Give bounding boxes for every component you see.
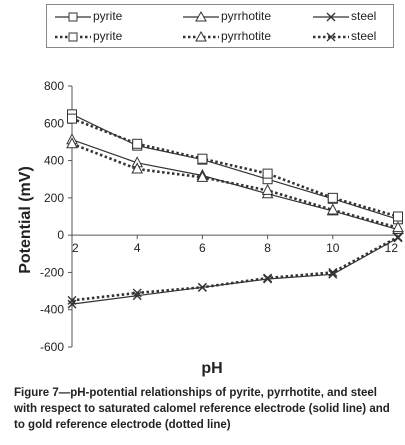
legend-label: pyrite	[93, 9, 123, 23]
legend: pyrite pyrrhotite steel pyrite pyrrhotit…	[46, 4, 394, 48]
data-point-steel-dotted	[197, 282, 207, 292]
data-point-steel-dotted	[263, 273, 273, 283]
x-tick-label: 12	[385, 241, 399, 255]
y-tick-label: 400	[44, 154, 64, 168]
series-line-pyrrhotite-solid	[71, 139, 399, 231]
data-point-pyrite-dotted	[132, 138, 143, 149]
legend-key-pyrrhotite-dotted	[183, 30, 219, 42]
data-point-pyrrhotite-dotted	[66, 137, 78, 149]
data-point-steel-dotted	[132, 288, 142, 298]
data-point-steel-dotted	[328, 267, 338, 277]
figure-caption: Figure 7—pH-potential relationships of p…	[14, 387, 390, 431]
series-line-pyrite-solid	[71, 113, 399, 220]
series-line-steel-dotted	[71, 235, 399, 302]
data-point-pyrite-dotted	[197, 153, 208, 164]
data-point-steel-solid	[67, 299, 77, 309]
data-point-pyrrhotite-dotted	[392, 221, 404, 233]
data-point-pyrite-dotted	[262, 168, 273, 179]
series-layer	[66, 109, 404, 309]
legend-label: pyrrhotite	[221, 29, 272, 43]
legend-key-steel-solid	[313, 12, 349, 22]
x-tick-label: 4	[134, 241, 141, 255]
x-tick-label: 8	[264, 241, 271, 255]
data-point-pyrrhotite-dotted	[196, 170, 209, 182]
data-point-steel-dotted	[393, 232, 403, 242]
data-point-pyrrhotite-dotted	[131, 162, 144, 174]
series-line-steel-solid	[71, 237, 399, 305]
data-point-pyrrhotite-dotted	[261, 183, 274, 195]
data-point-pyrite-dotted	[67, 113, 77, 124]
series-line-pyrrhotite-dotted	[71, 142, 399, 229]
y-tick-label: 600	[44, 116, 64, 130]
legend-key-pyrite-dotted	[55, 32, 91, 42]
y-tick-label: 800	[44, 79, 64, 93]
data-point-pyrite-dotted	[393, 211, 403, 222]
legend-label: pyrrhotite	[221, 9, 272, 23]
data-point-steel-solid	[132, 291, 142, 301]
data-point-pyrite-dotted	[327, 192, 338, 203]
legend-key-pyrite-solid	[55, 12, 91, 22]
legend-label: pyrite	[93, 29, 123, 43]
series-line-pyrite-dotted	[71, 117, 399, 218]
axes: 800 600 400 200 0 -200 -400 -600 2 4 6 8 10 12	[40, 79, 399, 354]
x-tick-label: 6	[199, 241, 206, 255]
x-axis-title: pH	[201, 360, 222, 377]
legend-key-steel-dotted	[313, 32, 349, 42]
y-tick-label: -400	[40, 303, 64, 317]
legend-key-pyrrhotite-solid	[183, 10, 219, 22]
legend-label: steel	[351, 9, 377, 23]
data-point-steel-dotted	[67, 295, 77, 305]
y-axis-title: Potential (mV)	[17, 166, 34, 274]
y-tick-label: -600	[40, 340, 64, 354]
y-tick-label: 200	[44, 191, 64, 205]
data-point-pyrrhotite-dotted	[326, 203, 339, 215]
legend-label: steel	[351, 29, 377, 43]
x-tick-label: 2	[72, 241, 79, 255]
y-tick-label: -200	[40, 265, 64, 279]
x-tick-label: 10	[326, 241, 340, 255]
y-tick-label: 0	[57, 228, 64, 242]
